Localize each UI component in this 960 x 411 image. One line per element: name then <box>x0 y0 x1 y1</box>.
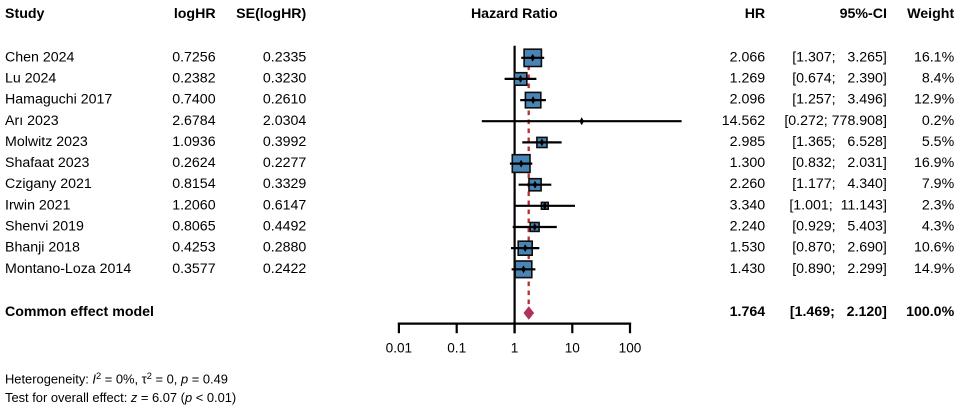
svg-text:10.6%: 10.6% <box>914 240 955 256</box>
svg-text:Czigany 2021: Czigany 2021 <box>5 176 92 192</box>
svg-text:0.4492: 0.4492 <box>263 219 307 235</box>
svg-text:14.562: 14.562 <box>722 113 766 129</box>
svg-text:0.2335: 0.2335 <box>263 49 307 65</box>
svg-text:1.300: 1.300 <box>730 155 766 171</box>
svg-text:2.096: 2.096 <box>730 92 766 108</box>
svg-text:[0.929; 5.403]: [0.929; 5.403] <box>792 219 887 235</box>
svg-text:Irwin 2021: Irwin 2021 <box>5 197 71 213</box>
svg-text:[0.674; 2.390]: [0.674; 2.390] <box>792 70 887 86</box>
svg-text:Hazard Ratio: Hazard Ratio <box>471 6 558 22</box>
svg-text:logHR: logHR <box>174 6 216 22</box>
svg-text:12.9%: 12.9% <box>914 92 955 108</box>
svg-text:1.2060: 1.2060 <box>172 197 216 213</box>
svg-text:2.0304: 2.0304 <box>263 113 307 129</box>
svg-text:0.8154: 0.8154 <box>172 176 216 192</box>
svg-text:1.0936: 1.0936 <box>172 134 216 150</box>
svg-text:[0.832; 2.031]: [0.832; 2.031] <box>792 155 887 171</box>
svg-text:Arı 2023: Arı 2023 <box>5 113 59 129</box>
svg-text:0.3577: 0.3577 <box>172 261 216 277</box>
svg-text:0.2382: 0.2382 <box>172 70 216 86</box>
svg-text:2.3%: 2.3% <box>922 197 955 213</box>
svg-text:[0.272; 778.908]: [0.272; 778.908] <box>784 113 887 129</box>
svg-text:0.4253: 0.4253 <box>172 240 216 256</box>
svg-text:16.9%: 16.9% <box>914 155 955 171</box>
svg-text:0.01: 0.01 <box>386 340 412 355</box>
svg-text:Molwitz 2023: Molwitz 2023 <box>5 134 88 150</box>
svg-text:Shafaat 2023: Shafaat 2023 <box>5 155 90 171</box>
svg-text:1.430: 1.430 <box>730 261 766 277</box>
svg-text:0.2880: 0.2880 <box>263 240 307 256</box>
svg-text:8.4%: 8.4% <box>922 70 955 86</box>
svg-text:Study: Study <box>5 6 45 22</box>
svg-text:16.1%: 16.1% <box>914 49 955 65</box>
svg-text:0.2624: 0.2624 <box>172 155 216 171</box>
svg-text:100: 100 <box>619 340 642 355</box>
svg-text:14.9%: 14.9% <box>914 261 955 277</box>
svg-text:0.2%: 0.2% <box>922 113 955 129</box>
svg-text:1.530: 1.530 <box>730 240 766 256</box>
svg-text:0.8065: 0.8065 <box>172 219 216 235</box>
svg-text:HR: HR <box>745 6 766 22</box>
svg-text:2.066: 2.066 <box>730 49 766 65</box>
svg-text:0.6147: 0.6147 <box>263 197 307 213</box>
svg-text:[0.870; 2.690]: [0.870; 2.690] <box>792 240 887 256</box>
svg-text:95%-CI: 95%-CI <box>840 6 887 22</box>
svg-text:1.764: 1.764 <box>730 304 766 320</box>
svg-text:Heterogeneity: I2 = 0%, τ2 = 0: Heterogeneity: I2 = 0%, τ2 = 0, p = 0.49 <box>5 371 228 387</box>
svg-text:100.0%: 100.0% <box>906 304 955 320</box>
svg-text:[1.257; 3.496]: [1.257; 3.496] <box>792 92 887 108</box>
svg-text:7.9%: 7.9% <box>922 176 955 192</box>
svg-text:2.260: 2.260 <box>730 176 766 192</box>
svg-text:4.3%: 4.3% <box>922 219 955 235</box>
svg-text:[1.469; 2.120]: [1.469; 2.120] <box>790 304 887 320</box>
svg-text:10: 10 <box>565 340 581 355</box>
svg-text:Common effect model: Common effect model <box>5 304 154 320</box>
svg-text:[0.890; 2.299]: [0.890; 2.299] <box>792 261 887 277</box>
svg-text:SE(logHR): SE(logHR) <box>236 6 306 22</box>
svg-text:[1.365; 6.528]: [1.365; 6.528] <box>792 134 887 150</box>
svg-text:Chen 2024: Chen 2024 <box>5 49 75 65</box>
svg-text:Hamaguchi 2017: Hamaguchi 2017 <box>5 92 112 108</box>
svg-text:5.5%: 5.5% <box>922 134 955 150</box>
svg-text:[1.177; 4.340]: [1.177; 4.340] <box>792 176 887 192</box>
svg-text:0.2422: 0.2422 <box>263 261 307 277</box>
svg-text:0.7400: 0.7400 <box>172 92 216 108</box>
svg-text:0.3992: 0.3992 <box>263 134 307 150</box>
svg-text:0.7256: 0.7256 <box>172 49 216 65</box>
svg-text:2.240: 2.240 <box>730 219 766 235</box>
svg-text:2.985: 2.985 <box>730 134 766 150</box>
svg-text:Weight: Weight <box>907 6 954 22</box>
svg-text:3.340: 3.340 <box>730 197 766 213</box>
svg-text:Bhanji 2018: Bhanji 2018 <box>5 240 80 256</box>
svg-text:1.269: 1.269 <box>730 70 766 86</box>
svg-text:0.3329: 0.3329 <box>263 176 307 192</box>
svg-text:[1.307; 3.265]: [1.307; 3.265] <box>792 49 887 65</box>
svg-text:Shenvi 2019: Shenvi 2019 <box>5 219 84 235</box>
svg-text:[1.001; 11.143]: [1.001; 11.143] <box>789 197 887 213</box>
svg-text:0.2610: 0.2610 <box>263 92 307 108</box>
svg-text:0.3230: 0.3230 <box>263 70 307 86</box>
svg-text:Test for overall effect: z = 6: Test for overall effect: z = 6.07 (p < 0… <box>5 390 236 405</box>
svg-text:0.1: 0.1 <box>447 340 466 355</box>
svg-text:0.2277: 0.2277 <box>263 155 307 171</box>
svg-text:Montano-Loza 2014: Montano-Loza 2014 <box>5 261 131 277</box>
svg-text:Lu 2024: Lu 2024 <box>5 70 56 86</box>
svg-text:1: 1 <box>511 340 519 355</box>
svg-text:2.6784: 2.6784 <box>172 113 216 129</box>
